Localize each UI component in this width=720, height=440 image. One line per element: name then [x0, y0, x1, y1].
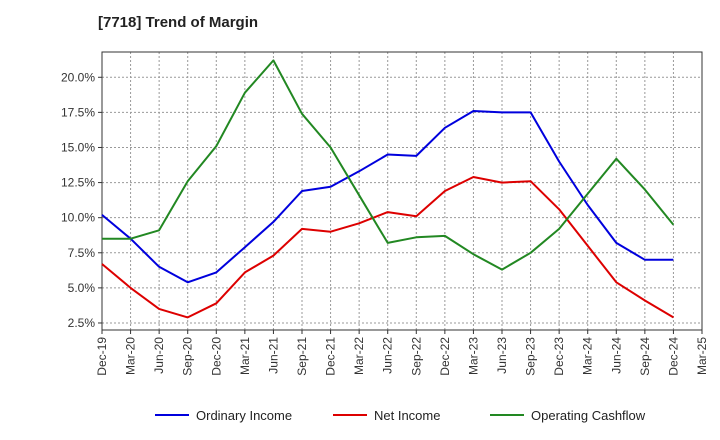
series-lines	[101, 59, 675, 319]
x-tick-label: Sep-20	[181, 337, 195, 376]
legend-label: Net Income	[374, 408, 440, 423]
legend-label: Operating Cashflow	[531, 408, 646, 423]
y-tick-label: 7.5%	[68, 246, 96, 260]
legend: Ordinary Income Net Income Operating Cashf…	[155, 408, 646, 423]
x-tick-label: Jun-22	[381, 337, 395, 374]
y-axis-ticks: 2.5% 5.0% 7.5% 10.0% 12.5% 15.0% 17.5% 20.0%	[61, 70, 102, 330]
x-tick-label: Sep-23	[524, 337, 538, 376]
x-tick-label: Dec-24	[666, 337, 680, 376]
x-tick-label: Jun-24	[609, 337, 623, 374]
series-line-net-income	[101, 176, 674, 319]
y-tick-label: 17.5%	[61, 105, 95, 119]
x-tick-label: Sep-22	[409, 337, 423, 376]
x-tick-label: Dec-20	[209, 337, 223, 376]
x-tick-label: Jun-23	[495, 337, 509, 374]
grid-lines	[102, 52, 702, 330]
x-tick-label: Dec-21	[324, 337, 338, 376]
x-tick-label: Mar-24	[581, 337, 595, 375]
series-line-ordinary-income	[101, 110, 674, 284]
x-tick-label: Mar-20	[124, 337, 138, 375]
y-tick-label: 15.0%	[61, 140, 95, 154]
y-tick-label: 10.0%	[61, 211, 95, 225]
x-tick-label: Mar-22	[352, 337, 366, 375]
x-tick-label: Jun-20	[152, 337, 166, 374]
y-tick-label: 12.5%	[61, 176, 95, 190]
y-tick-label: 2.5%	[68, 316, 96, 330]
legend-label: Ordinary Income	[196, 408, 292, 423]
x-tick-label: Dec-19	[95, 337, 109, 376]
series-line-operating-cashflow	[102, 59, 675, 271]
x-tick-label: Jun-21	[266, 337, 280, 374]
y-tick-label: 20.0%	[61, 70, 95, 84]
x-tick-label: Dec-23	[552, 337, 566, 376]
x-tick-label: Mar-23	[466, 337, 480, 375]
x-tick-label: Dec-22	[438, 337, 452, 376]
y-tick-label: 5.0%	[68, 281, 96, 295]
plot-area-frame	[101, 51, 703, 331]
x-tick-label: Mar-25	[695, 337, 709, 375]
x-tick-label: Sep-24	[638, 337, 652, 376]
x-axis-ticks: Dec-19 Mar-20 Jun-20 Sep-20 Dec-20 Mar-21 Jun-…	[95, 330, 709, 376]
chart-title: [7718] Trend of Margin	[98, 14, 259, 31]
x-tick-label: Sep-21	[295, 337, 309, 376]
x-tick-label: Mar-21	[238, 337, 252, 375]
